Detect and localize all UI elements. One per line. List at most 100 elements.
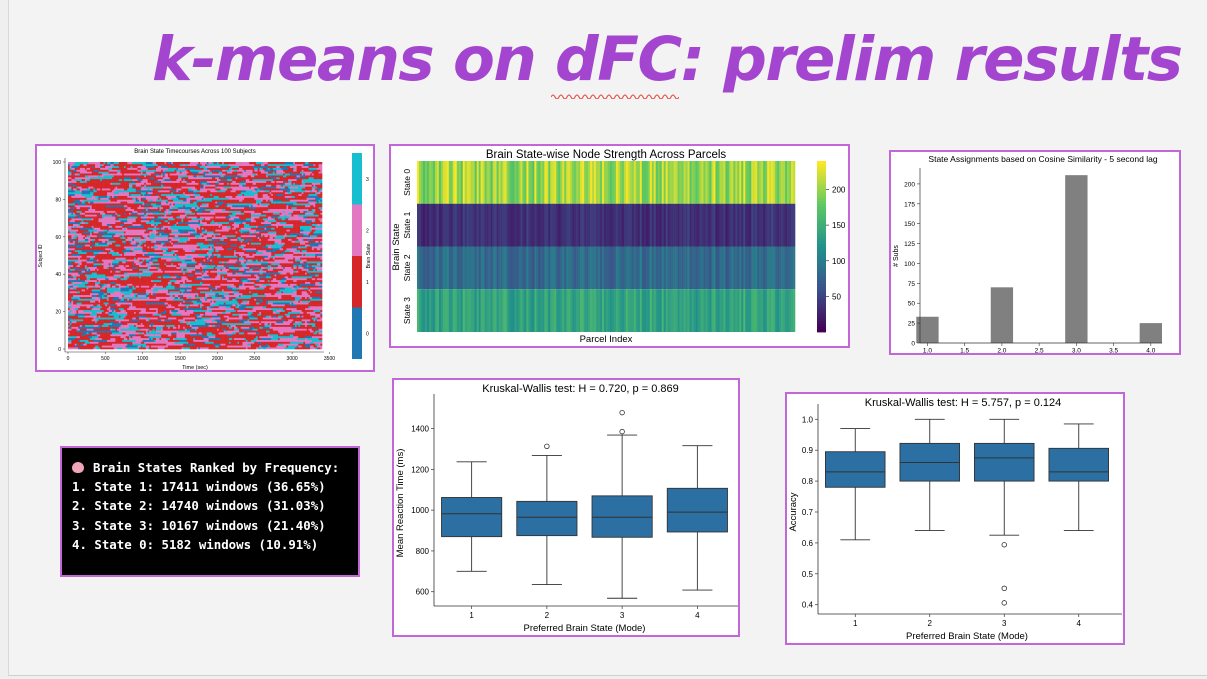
- box: [666, 487, 728, 533]
- colorbar-segment: [352, 153, 362, 205]
- x-tick-label: 1500: [174, 356, 185, 362]
- x-tick-label: 3: [620, 611, 625, 620]
- box: [973, 442, 1035, 482]
- outlier-point: [1001, 542, 1007, 548]
- box: [441, 497, 503, 538]
- colorbar-segment: [352, 256, 362, 308]
- x-axis-label: Parcel Index: [580, 334, 633, 345]
- x-tick-label: 4: [695, 611, 700, 620]
- reaction-time-boxplot: Kruskal-Wallis test: H = 0.720, p = 0.86…: [395, 383, 738, 634]
- x-tick-label: 1.0: [923, 348, 932, 354]
- y-axis-label: Accuracy: [788, 492, 799, 531]
- x-tick-label: 3.0: [1072, 348, 1081, 354]
- y-tick-label: 0.6: [802, 539, 814, 548]
- state-assignment-bar-chart: State Assignments based on Cosine Simila…: [893, 154, 1162, 354]
- node-strength-heatmap-chart: Brain State-wise Node Strength Across Pa…: [391, 149, 846, 345]
- chart-title: Kruskal-Wallis test: H = 0.720, p = 0.86…: [482, 383, 678, 395]
- colorbar-segment: [352, 307, 362, 359]
- chart-title: State Assignments based on Cosine Simila…: [928, 154, 1157, 164]
- x-tick-label: 2: [545, 611, 550, 620]
- colorbar-tick-label: 150: [832, 221, 846, 230]
- y-tick-label: 40: [55, 272, 61, 278]
- y-tick-label: 150: [904, 221, 915, 228]
- colorbar-tick-label: 2: [366, 228, 369, 234]
- x-tick-label: 1000: [137, 356, 148, 362]
- reaction-time-figure[interactable]: Kruskal-Wallis test: H = 0.720, p = 0.86…: [392, 378, 740, 637]
- x-tick-label: 3500: [324, 356, 335, 362]
- x-tick-label: 500: [101, 356, 110, 362]
- x-tick-label: 3: [1002, 619, 1007, 628]
- outlier-point: [1001, 585, 1007, 592]
- terminal-output[interactable]: Brain States Ranked by Frequency: 1. Sta…: [60, 446, 360, 577]
- outlier-point: [1001, 600, 1007, 606]
- x-tick-label: 2500: [249, 356, 260, 362]
- bar: [990, 287, 1014, 343]
- terminal-heading: Brain States Ranked by Frequency:: [93, 460, 340, 475]
- outlier-point: [619, 409, 625, 416]
- terminal-line: 2. State 2: 14740 windows (31.03%): [72, 498, 326, 514]
- terminal-line: 4. State 0: 5182 windows (10.91%): [72, 536, 319, 552]
- heatmap-cells: [68, 162, 323, 350]
- chart-title: Brain State Timecourses Across 100 Subje…: [134, 149, 255, 155]
- x-tick-label: 2.0: [997, 348, 1006, 354]
- y-tick-label: 0: [58, 347, 61, 353]
- x-tick-label: 2: [928, 619, 933, 628]
- y-tick-label: 1.0: [802, 415, 814, 424]
- timecourse-figure[interactable]: Brain State Timecourses Across 100 Subje…: [35, 144, 375, 372]
- x-axis-label: Time (sec): [182, 365, 208, 370]
- colorbar-label: Brain State: [366, 243, 372, 268]
- accuracy-figure[interactable]: Kruskal-Wallis test: H = 5.757, p = 0.12…: [785, 392, 1125, 645]
- x-tick-label: 1: [853, 619, 858, 628]
- x-tick-label: 3000: [287, 356, 298, 362]
- y-tick-label: 0.9: [802, 446, 814, 455]
- x-tick-label: 3.5: [1109, 348, 1118, 354]
- y-tick-label: 25: [908, 321, 916, 328]
- colorbar-tick-label: 0: [366, 331, 369, 337]
- y-axis-label: Mean Reaction Time (ms): [395, 449, 406, 558]
- x-tick-label: 0: [67, 356, 70, 362]
- y-tick-label: 175: [904, 201, 915, 208]
- x-axis-label: Preferred Brain State (Mode): [906, 631, 1028, 642]
- bar: [916, 316, 939, 343]
- outlier-point: [544, 443, 550, 449]
- box: [591, 495, 653, 538]
- colorbar-tick-label: 1: [366, 280, 369, 286]
- node-strength-figure[interactable]: Brain State-wise Node Strength Across Pa…: [389, 144, 850, 348]
- y-tick-label: 1400: [411, 425, 429, 434]
- colorbar-tick-label: 50: [832, 292, 841, 301]
- colorbar-tick-label: 200: [832, 186, 846, 195]
- x-tick-label: 1.5: [960, 348, 969, 354]
- y-tick-label: 0.5: [802, 570, 814, 579]
- row-label: State 1: [402, 211, 412, 238]
- brain-emoji-icon: [72, 462, 84, 473]
- spellcheck-underline: [551, 94, 679, 99]
- y-tick-label: 100: [904, 261, 915, 268]
- bar: [1139, 323, 1162, 343]
- row-label: State 0: [402, 169, 412, 196]
- colorbar-tick-label: 3: [366, 177, 369, 183]
- y-tick-label: 1000: [411, 506, 429, 515]
- y-tick-label: 75: [908, 281, 916, 288]
- x-tick-label: 4.0: [1146, 348, 1155, 354]
- colorbar-tick-label: 100: [832, 257, 846, 266]
- heatmap-cells: [417, 161, 796, 332]
- x-tick-label: 2.5: [1035, 348, 1044, 354]
- y-tick-label: 60: [55, 235, 61, 241]
- slide-title: k-means on dFC: prelim results: [152, 24, 1183, 95]
- box: [825, 451, 886, 488]
- y-tick-label: 600: [416, 588, 430, 597]
- box: [1048, 447, 1110, 482]
- timecourse-heatmap-chart: Brain State Timecourses Across 100 Subje…: [38, 149, 372, 370]
- y-axis-label: Subject ID: [38, 244, 44, 267]
- y-tick-label: 80: [55, 197, 61, 203]
- y-tick-label: 50: [908, 301, 916, 308]
- y-tick-label: 1200: [411, 465, 429, 474]
- y-tick-label: 20: [55, 310, 61, 316]
- box: [516, 500, 578, 537]
- y-tick-label: 125: [904, 241, 915, 248]
- chart-title: Kruskal-Wallis test: H = 5.757, p = 0.12…: [865, 397, 1061, 409]
- y-tick-label: 0.4: [802, 601, 814, 610]
- y-tick-label: 0: [911, 341, 915, 348]
- x-tick-label: 4: [1077, 619, 1082, 628]
- state-assignment-figure[interactable]: State Assignments based on Cosine Simila…: [889, 150, 1181, 355]
